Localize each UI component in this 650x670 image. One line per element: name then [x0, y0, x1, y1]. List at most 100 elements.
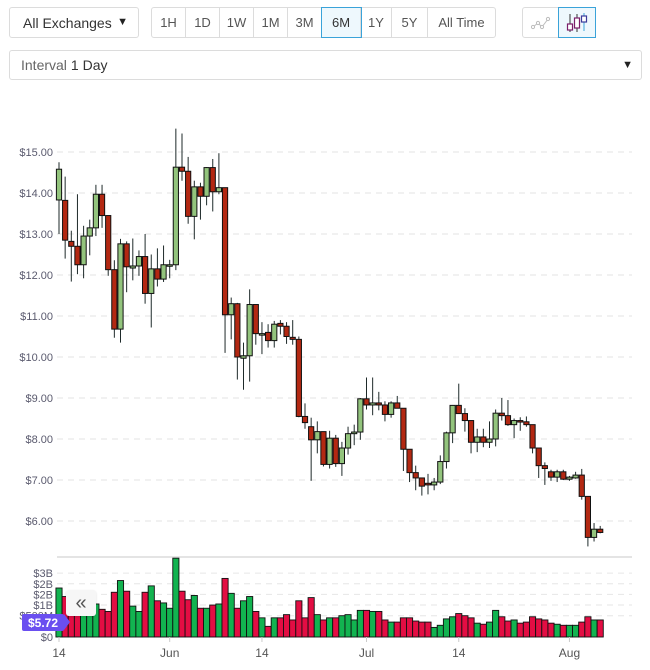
candle-down[interactable] — [455, 404, 462, 415]
volume-bar[interactable] — [356, 609, 364, 638]
volume-bar[interactable] — [578, 621, 586, 638]
volume-bar[interactable] — [307, 597, 315, 638]
volume-bar[interactable] — [153, 600, 161, 638]
candle-down[interactable] — [283, 325, 290, 337]
candle-down[interactable] — [375, 402, 382, 406]
line-chart-button[interactable] — [523, 8, 559, 37]
volume-bar[interactable] — [455, 613, 463, 638]
volume-bar[interactable] — [559, 624, 567, 638]
volume-bar[interactable] — [246, 596, 254, 638]
candle-up[interactable] — [554, 471, 561, 478]
volume-bar[interactable] — [270, 617, 278, 638]
candle-down[interactable] — [185, 170, 192, 217]
candle-down[interactable] — [381, 404, 389, 415]
candle-down[interactable] — [480, 436, 487, 443]
candle-up[interactable] — [369, 402, 376, 406]
volume-bar[interactable] — [203, 607, 211, 638]
volume-bar[interactable] — [319, 619, 327, 638]
volume-bar[interactable] — [332, 617, 340, 638]
candle-down[interactable] — [252, 304, 259, 335]
volume-bar[interactable] — [252, 610, 260, 638]
candle-up[interactable] — [203, 167, 210, 197]
volume-bar[interactable] — [362, 609, 371, 638]
volume-bar[interactable] — [547, 622, 555, 638]
candle-down[interactable] — [560, 471, 567, 480]
range-button-all-time[interactable]: All Time — [438, 15, 485, 30]
volume-bar[interactable] — [461, 615, 469, 638]
volume-bar[interactable] — [442, 618, 450, 638]
volume-bar[interactable] — [418, 621, 426, 638]
volume-bar[interactable] — [572, 624, 580, 638]
volume-bar[interactable] — [381, 619, 389, 638]
volume-bar[interactable] — [504, 620, 512, 638]
volume-bar[interactable] — [406, 617, 414, 638]
volume-bar[interactable] — [590, 619, 598, 638]
volume-bar[interactable] — [227, 592, 235, 638]
volume-bar[interactable] — [467, 617, 475, 638]
interval-select[interactable]: Interval 1 Day ▼ — [9, 50, 642, 80]
candle-down[interactable] — [197, 186, 204, 197]
volume-bar[interactable] — [541, 619, 549, 638]
candle-down[interactable] — [221, 187, 229, 316]
candle-down[interactable] — [295, 338, 302, 417]
candle-up[interactable] — [215, 187, 223, 193]
volume-bar[interactable] — [375, 610, 383, 638]
candle-up[interactable] — [117, 243, 124, 330]
candle-down[interactable] — [597, 528, 604, 533]
candle-down[interactable] — [578, 474, 585, 497]
range-button-1w[interactable]: 1W — [220, 8, 254, 37]
candle-down[interactable] — [301, 415, 309, 424]
candle-up[interactable] — [258, 333, 266, 336]
candle-down[interactable] — [535, 447, 542, 467]
candle-down[interactable] — [98, 193, 106, 217]
candle-up[interactable] — [492, 412, 499, 440]
candle-down[interactable] — [504, 415, 512, 426]
candle-up[interactable] — [135, 256, 143, 267]
candle-down[interactable] — [523, 421, 530, 426]
volume-bar[interactable] — [516, 622, 524, 638]
candle-up[interactable] — [443, 432, 450, 463]
volume-bar[interactable] — [233, 607, 241, 638]
candle-down[interactable] — [289, 336, 296, 340]
volume-bar[interactable] — [436, 624, 444, 638]
volume-bar[interactable] — [535, 618, 543, 638]
volume-bar[interactable] — [565, 624, 573, 638]
volume-bar[interactable] — [479, 623, 487, 638]
range-button-1m[interactable]: 1M — [254, 8, 288, 37]
volume-bar[interactable] — [338, 615, 346, 638]
volume-bar[interactable] — [196, 607, 204, 638]
volume-bar[interactable] — [123, 590, 131, 638]
candle-up[interactable] — [351, 431, 358, 435]
candle-down[interactable] — [517, 420, 524, 423]
candle-up[interactable] — [240, 355, 247, 359]
candle-down[interactable] — [424, 482, 432, 486]
candle-down[interactable] — [74, 245, 81, 266]
candle-up[interactable] — [338, 447, 345, 465]
candle-down[interactable] — [363, 398, 370, 406]
range-button-1d[interactable]: 1D — [186, 8, 220, 37]
volume-bar[interactable] — [326, 617, 334, 638]
volume-bar[interactable] — [221, 577, 229, 638]
candle-down[interactable] — [541, 465, 548, 470]
candle-up[interactable] — [92, 193, 100, 229]
volume-bar[interactable] — [424, 621, 432, 638]
candle-down[interactable] — [142, 256, 149, 294]
volume-bar[interactable] — [209, 604, 217, 638]
scroll-back-button[interactable]: « — [66, 590, 96, 616]
volume-bar[interactable] — [510, 619, 518, 638]
candle-down[interactable] — [332, 437, 339, 465]
candle-down[interactable] — [68, 240, 75, 247]
candle-up[interactable] — [437, 461, 444, 483]
range-button-6m[interactable]: 6M — [322, 8, 361, 37]
candle-down[interactable] — [154, 268, 161, 280]
candle-up[interactable] — [129, 265, 136, 269]
candle-up[interactable] — [86, 227, 93, 237]
volume-bar[interactable] — [369, 610, 377, 638]
volume-bar[interactable] — [264, 625, 272, 638]
candle-up[interactable] — [228, 303, 235, 316]
volume-bar[interactable] — [172, 557, 180, 638]
volume-bar[interactable] — [301, 617, 309, 638]
candle-up[interactable] — [172, 166, 179, 266]
candle-up[interactable] — [511, 420, 518, 426]
candle-up[interactable] — [55, 168, 63, 201]
